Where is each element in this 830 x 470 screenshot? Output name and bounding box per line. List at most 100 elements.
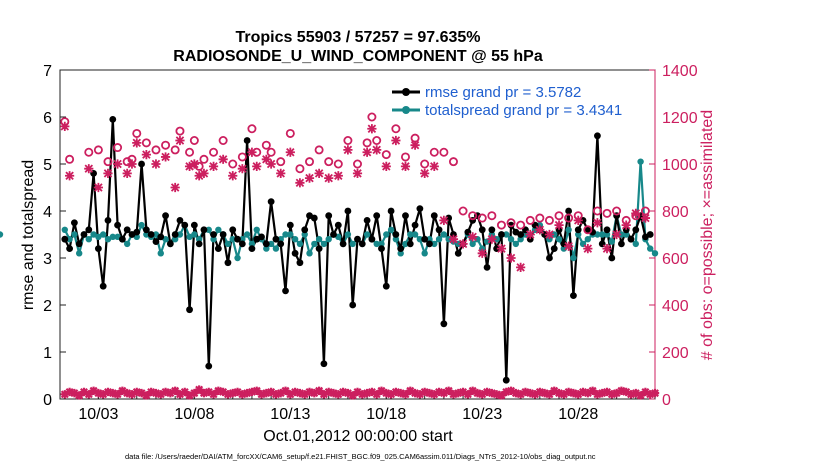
obs-assimilated-point bbox=[381, 161, 391, 171]
obs-zero-point bbox=[631, 388, 641, 398]
obs-possible-point bbox=[516, 220, 526, 230]
rmse-point bbox=[296, 259, 304, 267]
totalspread-point bbox=[205, 226, 212, 233]
totalspread-point bbox=[301, 231, 308, 238]
obs-zero-point bbox=[478, 390, 487, 399]
totalspread-point bbox=[138, 221, 145, 229]
obs-assimilated-point bbox=[487, 234, 497, 244]
rmse-point bbox=[286, 221, 294, 229]
totalspread-point bbox=[416, 236, 424, 243]
obs-zero-point bbox=[593, 390, 602, 399]
obs-assimilated-point bbox=[285, 147, 295, 157]
totalspread-point bbox=[75, 250, 83, 257]
totalspread-point bbox=[503, 231, 510, 238]
obs-zero-point bbox=[194, 385, 204, 394]
obs-zero-point bbox=[122, 388, 132, 398]
obs-zero-point bbox=[334, 390, 343, 399]
totalspread-point bbox=[224, 240, 232, 248]
rmse-point bbox=[229, 226, 237, 234]
rmse-point bbox=[517, 231, 525, 238]
obs-zero-point bbox=[449, 390, 458, 399]
obs-zero-point bbox=[233, 387, 242, 397]
obs-zero-point bbox=[151, 388, 161, 398]
totalspread-point bbox=[651, 250, 659, 257]
obs-possible-point bbox=[161, 140, 171, 150]
x-tick-label-3: 10/18 bbox=[366, 406, 406, 423]
obs-possible-point bbox=[487, 211, 497, 221]
rmse-point bbox=[627, 235, 635, 243]
obs-assimilated-point bbox=[352, 168, 363, 178]
obs-zero-point bbox=[146, 387, 156, 397]
totalspread-point bbox=[248, 240, 256, 248]
rmse-point bbox=[435, 226, 443, 234]
rmse-point bbox=[310, 214, 318, 222]
totalspread-point bbox=[215, 226, 222, 233]
y-tick-label-7: 7 bbox=[43, 63, 52, 80]
totalspread-point bbox=[618, 231, 625, 238]
rmse-point bbox=[426, 240, 433, 248]
obs-zero-point bbox=[410, 388, 420, 398]
obs-zero-point bbox=[574, 390, 583, 399]
rmse-point bbox=[224, 259, 232, 267]
rmse-point bbox=[123, 226, 131, 234]
rmse-point bbox=[190, 221, 198, 229]
obs-zero-point bbox=[377, 386, 386, 395]
obs-assimilated-point bbox=[640, 213, 651, 223]
rmse-point bbox=[301, 226, 309, 234]
totalspread-point bbox=[157, 250, 164, 257]
totalspread-point bbox=[555, 236, 563, 243]
totalspread-point bbox=[570, 254, 577, 262]
obs-assimilated-point bbox=[127, 159, 137, 169]
rmse-point bbox=[118, 235, 126, 243]
y-tick-label-1: 1 bbox=[43, 345, 52, 362]
obs-assimilated-point bbox=[544, 229, 555, 240]
y2-tick-label-6: 1200 bbox=[662, 110, 698, 127]
obs-zero-point bbox=[646, 390, 655, 399]
obs-zero-point bbox=[386, 390, 396, 399]
obs-zero-point bbox=[190, 388, 199, 398]
y2-tick-label-7: 1400 bbox=[662, 63, 698, 80]
rmse-point bbox=[320, 360, 328, 368]
totalspread-point bbox=[397, 250, 404, 257]
totalspread-point bbox=[325, 236, 332, 243]
obs-possible-point bbox=[305, 157, 315, 167]
totalspread-point bbox=[363, 231, 371, 238]
obs-zero-point bbox=[127, 390, 137, 399]
obs-assimilated-point bbox=[175, 135, 185, 146]
obs-possible-point bbox=[314, 145, 324, 155]
totalspread-point bbox=[85, 236, 92, 243]
obs-zero-point bbox=[530, 390, 540, 399]
rmse-point bbox=[570, 292, 577, 299]
totalspread-point bbox=[546, 236, 553, 243]
rmse-point bbox=[594, 132, 601, 140]
totalspread-point bbox=[551, 231, 558, 238]
obs-zero-point bbox=[588, 386, 597, 395]
obs-possible-point bbox=[525, 215, 535, 225]
obs-zero-point bbox=[612, 388, 621, 398]
obs-zero-point bbox=[300, 390, 309, 399]
totalspread-point bbox=[272, 245, 280, 252]
rmse-point bbox=[546, 254, 553, 262]
obs-zero-point bbox=[468, 386, 477, 395]
rmse-point bbox=[133, 228, 141, 236]
obs-zero-point bbox=[257, 390, 266, 399]
obs-zero-point bbox=[113, 390, 122, 399]
rmse-point bbox=[416, 205, 424, 213]
obs-possible-point bbox=[324, 157, 334, 167]
obs-possible-point bbox=[141, 138, 151, 148]
totalspread-point bbox=[493, 236, 500, 243]
obs-zero-point bbox=[482, 387, 492, 397]
obs-zero-point bbox=[310, 388, 319, 398]
rmse-point bbox=[85, 226, 93, 234]
obs-assimilated-point bbox=[122, 168, 132, 178]
totalspread-point bbox=[440, 231, 448, 238]
rmse-point bbox=[493, 245, 501, 253]
obs-assimilated-point bbox=[367, 124, 377, 134]
rmse-point bbox=[344, 207, 352, 215]
obs-zero-point bbox=[425, 388, 434, 398]
rmse-point bbox=[406, 240, 414, 248]
obs-possible-point bbox=[564, 213, 574, 223]
obs-assimilated-point bbox=[468, 232, 478, 242]
totalspread-point bbox=[234, 254, 241, 262]
obs-zero-point bbox=[118, 386, 127, 395]
